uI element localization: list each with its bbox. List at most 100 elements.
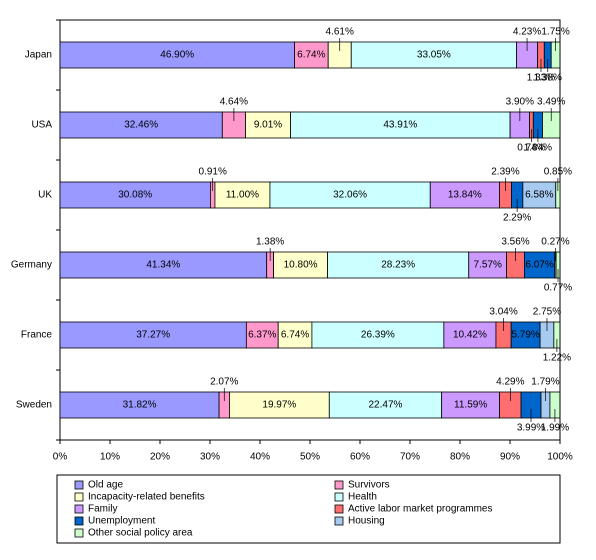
data-label: 9.01% — [254, 120, 282, 131]
data-label: 6.37% — [248, 330, 276, 341]
data-label: 0.91% — [198, 167, 226, 178]
data-label: 31.82% — [123, 400, 157, 411]
legend-label: Survivors — [348, 480, 390, 491]
data-label: 30.08% — [118, 190, 152, 201]
legend-label: Old age — [88, 480, 123, 491]
data-label: 46.90% — [160, 50, 194, 61]
data-label: 43.91% — [383, 120, 417, 131]
data-label: 1.38% — [534, 73, 562, 84]
data-label: 13.84% — [448, 190, 482, 201]
data-label: 4.29% — [496, 377, 524, 388]
data-label: 6.74% — [281, 330, 309, 341]
data-label: 26.39% — [361, 330, 395, 341]
legend-swatch — [334, 492, 344, 502]
data-label: 10.80% — [284, 260, 318, 271]
data-label: 0.85% — [544, 167, 572, 178]
data-label: 0.77% — [544, 283, 572, 294]
bar-segment — [277, 321, 313, 349]
data-label: 6.58% — [525, 190, 553, 201]
bar-segment — [229, 391, 330, 419]
data-label: 1.79% — [531, 377, 559, 388]
legend-swatch — [74, 480, 84, 490]
x-tick-label: 80% — [450, 452, 470, 463]
data-label: 11.00% — [226, 190, 259, 201]
data-label: 1.84% — [524, 143, 552, 154]
data-label: 0.74% — [517, 143, 545, 154]
data-label: 5.79% — [511, 330, 539, 341]
legend-label: Housing — [348, 516, 385, 527]
data-label: 4.61% — [326, 27, 354, 38]
legend-swatch — [334, 516, 344, 526]
bar-segment — [59, 321, 247, 349]
data-label: 4.64% — [220, 97, 248, 108]
x-tick-label: 20% — [150, 452, 170, 463]
legend-label: Unemployment — [88, 516, 155, 527]
x-tick-label: 90% — [500, 452, 520, 463]
x-tick-label: 100% — [547, 452, 573, 463]
data-label: 1.22% — [543, 353, 571, 364]
data-label: 4.23% — [513, 27, 541, 38]
bar-segment — [245, 321, 279, 349]
data-label: 41.34% — [146, 260, 180, 271]
legend-label: Active labor market programmes — [348, 504, 493, 515]
legend-label: Other social policy area — [88, 528, 193, 539]
x-tick-label: 0% — [53, 452, 68, 463]
legend-label: Health — [348, 492, 377, 503]
bar-segment — [441, 391, 500, 419]
bar-segment — [294, 41, 329, 69]
y-tick-label: Germany — [11, 260, 52, 271]
data-label: 19.97% — [262, 400, 296, 411]
x-tick-label: 60% — [350, 452, 370, 463]
data-label: 3.56% — [501, 237, 529, 248]
data-label: 32.46% — [124, 120, 158, 131]
x-tick-label: 40% — [250, 452, 270, 463]
data-label: 3.90% — [506, 97, 534, 108]
x-tick-label: 30% — [200, 452, 220, 463]
data-label: 32.06% — [333, 190, 367, 201]
plot-area — [59, 19, 561, 441]
data-label: 10.42% — [453, 330, 487, 341]
data-label: 2.07% — [210, 377, 238, 388]
bar-segment — [290, 111, 511, 139]
data-label: 3.49% — [537, 97, 565, 108]
data-label: 7.57% — [473, 260, 501, 271]
data-label: 0.27% — [541, 237, 569, 248]
bar-segment — [468, 251, 507, 279]
legend-label: Family — [88, 504, 117, 515]
data-label: 11.59% — [454, 400, 487, 411]
bar-segment — [273, 251, 329, 279]
bar-segment — [443, 321, 497, 349]
legend-label: Incapacity-related benefits — [88, 492, 205, 503]
x-tick-label: 10% — [100, 452, 120, 463]
bar-segment — [59, 111, 223, 139]
legend-swatch — [334, 504, 344, 514]
data-label: 6.74% — [297, 50, 325, 61]
legend-swatch — [74, 492, 84, 502]
bar-segment — [269, 181, 431, 209]
data-label: 37.27% — [136, 330, 170, 341]
legend-swatch — [74, 528, 84, 538]
data-label: 1.99% — [541, 423, 569, 434]
bar-segment — [522, 181, 557, 209]
data-label: 2.29% — [503, 213, 531, 224]
bar-segment — [327, 251, 470, 279]
y-tick-label: UK — [38, 190, 52, 201]
y-tick-label: Japan — [25, 50, 52, 61]
legend-swatch — [74, 504, 84, 514]
y-tick-label: France — [21, 330, 53, 341]
data-label: 33.05% — [417, 50, 451, 61]
data-label: 3.04% — [489, 307, 517, 318]
x-tick-label: 70% — [400, 452, 420, 463]
data-label: 6.07% — [525, 260, 553, 271]
bar-segment — [350, 41, 517, 69]
bar-segment — [311, 321, 445, 349]
x-tick-label: 50% — [300, 452, 320, 463]
data-label: 1.38% — [256, 237, 284, 248]
data-label: 28.23% — [381, 260, 415, 271]
bar-segment — [59, 181, 211, 209]
data-label: 1.33% — [527, 73, 555, 84]
bar-segment — [214, 181, 271, 209]
data-label: 2.39% — [491, 167, 519, 178]
data-label: 2.75% — [533, 307, 561, 318]
bar-segment — [245, 111, 291, 139]
